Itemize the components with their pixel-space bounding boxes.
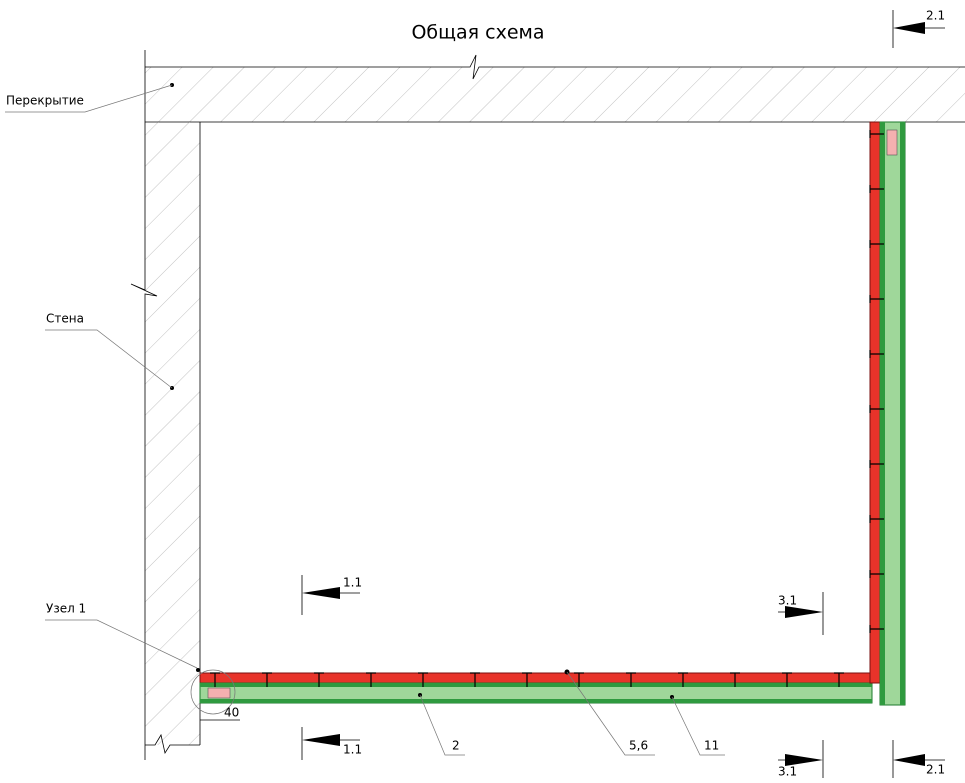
red-panel [200,673,870,683]
slab [145,67,965,122]
panels [200,122,905,705]
section-label: 3.1 [778,594,797,608]
insert [208,688,230,698]
wall [145,122,200,745]
title: Общая схема [411,22,544,44]
red-panel [870,122,880,683]
callout: Узел 1 [46,602,86,616]
insert [887,130,897,155]
callout: Перекрытие [6,94,84,108]
green-edge [200,699,872,703]
green-edge [900,122,905,705]
section-marks [302,10,945,778]
section-label: 1.1 [343,743,362,757]
callout: 2 [452,739,460,753]
green-edge [880,122,885,705]
section-arrows [302,22,925,766]
section-label: 2.1 [926,763,945,777]
section-label: 1.1 [343,576,362,590]
section-label: 2.1 [926,9,945,23]
callout: Стена [46,312,84,326]
drawing: Общая схема Перекрытие Стена Узел 1 2 5,… [0,0,965,783]
dimension: 40 [224,706,239,720]
section-label: 3.1 [778,765,797,779]
green-edge [200,683,872,687]
dot [196,668,200,672]
callout: 11 [704,739,719,753]
section-lines [302,10,945,778]
callout: 5,6 [629,739,648,753]
